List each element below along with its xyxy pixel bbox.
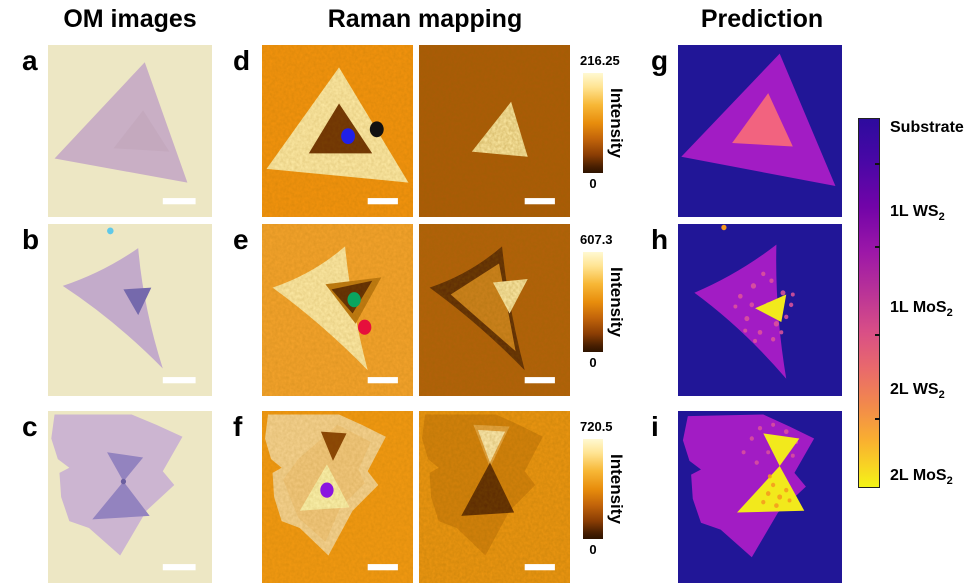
legend-1l-mos2: 1L MoS2 xyxy=(890,299,953,319)
scale-bar xyxy=(524,377,555,384)
panel-label-e: e xyxy=(233,224,249,255)
panel-label-d: d xyxy=(233,45,251,76)
pred-h-1l-ws2-triangle xyxy=(694,244,787,379)
legend-sub: 2 xyxy=(946,307,953,320)
legend-1l-ws2: 1L WS2 xyxy=(890,203,945,223)
om-a-monolayer-triangle xyxy=(54,62,188,183)
colorbar-min-e: 0 xyxy=(589,355,597,370)
scale-bar xyxy=(524,198,555,205)
panel-label-c: c xyxy=(22,411,38,442)
legend-text: Substrate xyxy=(890,119,964,136)
colorbar-min-d: 0 xyxy=(589,176,597,191)
legend-text: 2L WS xyxy=(890,381,939,398)
pred-h-pink-speckles xyxy=(733,271,795,344)
panel-label-a: a xyxy=(22,45,38,76)
colorbar-axis-e: Intensity xyxy=(607,267,626,337)
colorbar-tick xyxy=(875,246,880,248)
pred-i-2l-mos2-bowtie-lower xyxy=(737,466,805,513)
raman-map-f-left xyxy=(262,411,413,583)
panel-label-b: b xyxy=(22,224,40,255)
scale-bar xyxy=(367,377,398,384)
panel-label-f: f xyxy=(233,411,243,442)
raman-map-d-right xyxy=(419,45,570,217)
legend-substrate: Substrate xyxy=(890,119,964,139)
marker-dot-green xyxy=(347,292,361,308)
om-c-bowtie-lower xyxy=(92,481,150,520)
raman-map-f-right xyxy=(419,411,570,583)
om-c-pinch-dot xyxy=(120,478,127,485)
om-a-inner-triangle xyxy=(113,110,170,152)
colorbar-min-f: 0 xyxy=(589,542,597,557)
legend-sub: 2 xyxy=(938,211,945,224)
om-c-flake-blob xyxy=(51,414,183,556)
colorbar-max-f: 720.5 xyxy=(580,419,613,434)
pred-h-2l-mos2-triangle xyxy=(755,294,787,323)
legend-2l-ws2: 2L WS2 xyxy=(890,381,945,401)
noise-overlay xyxy=(419,224,570,396)
pred-i-orange-speckles xyxy=(761,474,792,509)
header-om-images: OM images xyxy=(63,5,197,33)
raman-map-e-right xyxy=(419,224,570,396)
colorbar-max-e: 607.3 xyxy=(580,232,613,247)
om-image-c xyxy=(48,411,212,583)
pred-g-1l-mos2-triangle xyxy=(732,93,793,147)
legend-text: 1L MoS xyxy=(890,299,947,316)
noise-overlay xyxy=(262,45,413,217)
om-b-bilayer-triangle xyxy=(123,287,152,316)
panel-label-g: g xyxy=(651,45,669,76)
raman-map-e-left xyxy=(262,224,413,396)
pred-h-orange-speck xyxy=(721,224,727,231)
prediction-map-h xyxy=(678,224,842,396)
intensity-colorbar-d xyxy=(583,73,603,173)
legend-2l-mos2: 2L MoS2 xyxy=(890,467,953,487)
colorbar-tick xyxy=(875,163,880,165)
noise-overlay xyxy=(419,45,570,217)
om-image-a xyxy=(48,45,212,217)
marker-dot-black xyxy=(369,121,384,138)
om-c-bowtie-upper xyxy=(107,452,144,482)
colorbar-axis-d: Intensity xyxy=(607,88,626,158)
intensity-colorbar-f xyxy=(583,439,603,539)
marker-dot-blue xyxy=(341,128,356,145)
colorbar-axis-f: Intensity xyxy=(607,454,626,524)
prediction-map-i xyxy=(678,411,842,583)
raman-map-d-left xyxy=(262,45,413,217)
marker-dot-purple xyxy=(320,482,334,498)
legend-text: 1L WS xyxy=(890,203,939,220)
om-b-contamination-dot xyxy=(107,227,114,235)
noise-overlay xyxy=(262,224,413,396)
scale-bar xyxy=(367,198,398,205)
om-image-b xyxy=(48,224,212,396)
scale-bar xyxy=(162,377,196,384)
header-raman-mapping: Raman mapping xyxy=(327,5,523,33)
noise-overlay xyxy=(419,411,570,583)
legend-text: 2L MoS xyxy=(890,467,947,484)
colorbar-tick xyxy=(875,418,880,420)
scale-bar xyxy=(367,564,398,571)
om-b-concave-triangle xyxy=(62,248,163,369)
prediction-map-g xyxy=(678,45,842,217)
panel-label-h: h xyxy=(651,224,669,255)
colorbar-tick xyxy=(875,334,880,336)
pred-i-2l-mos2-bowtie-upper xyxy=(763,433,800,467)
noise-overlay xyxy=(262,411,413,583)
colorbar-max-d: 216.25 xyxy=(580,53,620,68)
header-prediction: Prediction xyxy=(700,5,824,33)
scale-bar xyxy=(524,564,555,571)
panel-label-i: i xyxy=(651,411,659,442)
legend-sub: 2 xyxy=(946,475,953,488)
marker-dot-red xyxy=(358,319,372,335)
intensity-colorbar-e xyxy=(583,252,603,352)
prediction-colorbar xyxy=(858,118,880,488)
scale-bar xyxy=(162,564,196,571)
legend-sub: 2 xyxy=(938,389,945,402)
scale-bar xyxy=(162,198,196,205)
